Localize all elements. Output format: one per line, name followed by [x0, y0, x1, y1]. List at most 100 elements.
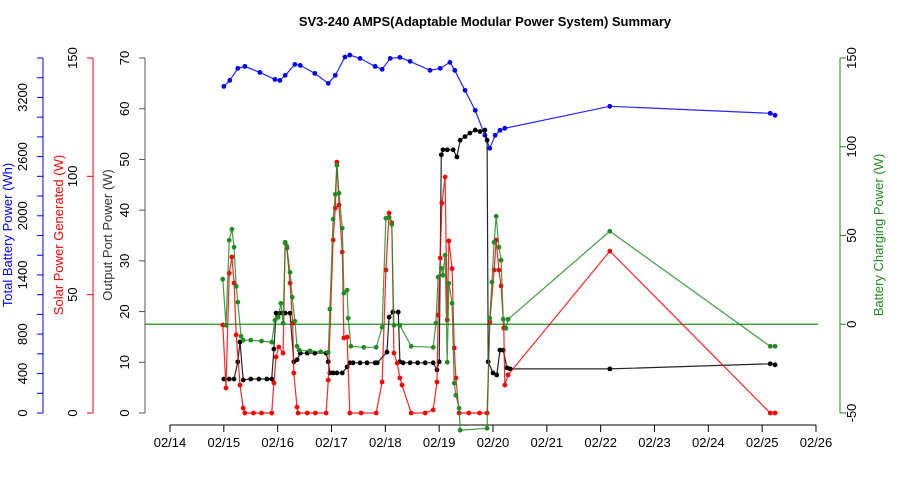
charging-tick-label: 50	[844, 228, 859, 242]
x-tick-label: 02/17	[315, 435, 348, 450]
solar-power-generated-point	[498, 283, 504, 289]
battery-charging-power-point	[341, 290, 347, 296]
battery-charging-power-point	[240, 337, 246, 343]
battery-charging-power-point	[325, 349, 331, 355]
solar-power-generated-point	[237, 382, 243, 388]
total-battery-power-point	[497, 127, 503, 133]
battery-charging-power-point	[408, 343, 414, 349]
solar-power-generated-point	[767, 410, 773, 416]
output-port-power-point	[339, 370, 345, 376]
solar-tick-label: 150	[65, 47, 80, 69]
total-battery-power-point	[387, 55, 393, 61]
battery-charging-power-point	[259, 338, 264, 344]
output-port-power-point	[386, 314, 392, 320]
output-port-power-point	[395, 309, 401, 315]
output-axis-label: Output Port Power (W)	[100, 169, 115, 300]
total-battery-power-point	[332, 72, 338, 78]
total-battery-power-point	[437, 65, 443, 71]
output-tick-label: 70	[117, 51, 132, 65]
total-battery-power-point	[607, 103, 613, 109]
output-port-power-point	[269, 376, 275, 382]
output-port-power-point	[440, 147, 446, 153]
solar-power-generated-point	[291, 370, 297, 376]
solar-power-generated-point	[229, 254, 235, 260]
battery-charging-power-point	[438, 265, 444, 271]
solar-power-generated-point	[434, 379, 440, 385]
battery-charging-power-point	[292, 318, 298, 324]
x-tick-label: 02/14	[154, 435, 187, 450]
total-battery-power-point	[772, 112, 778, 118]
solar-power-generated-point	[451, 345, 457, 351]
x-tick-label: 02/24	[692, 435, 725, 450]
battery-charging-power-point	[231, 244, 237, 250]
solar-power-generated-point	[373, 410, 379, 416]
battery-charging-power-point	[287, 269, 293, 275]
x-tick-label: 02/26	[800, 435, 833, 450]
battery-charging-power-point	[220, 276, 226, 282]
battery-charging-power-point	[296, 347, 302, 353]
x-tick-label: 02/15	[208, 435, 241, 450]
output-port-power-point	[415, 360, 421, 366]
solar-power-generated-point	[295, 410, 301, 416]
battery-charging-power-point	[235, 299, 241, 305]
battery-charging-power-point	[272, 317, 278, 323]
x-tick-label: 02/20	[477, 435, 510, 450]
solar-power-generated-point	[502, 382, 508, 388]
total-battery-power-point	[342, 54, 348, 60]
solar-power-generated-point	[304, 410, 310, 416]
output-port-power-point	[494, 372, 500, 378]
battery-charging-power-point	[487, 315, 493, 321]
charging-tick-label: 0	[844, 321, 859, 328]
output-port-power-point	[407, 360, 413, 366]
solar-power-generated-point	[223, 385, 229, 391]
battery-charging-power-series	[220, 162, 778, 433]
output-port-power-point	[374, 360, 380, 366]
battery-charging-power-point	[373, 344, 379, 350]
output-port-power-point	[256, 376, 262, 382]
output-tick-label: 50	[117, 152, 132, 166]
output-port-power-point	[607, 366, 613, 372]
battery-charging-power-point	[484, 425, 490, 431]
solar-power-generated-point	[358, 410, 364, 416]
solar-power-generated-point	[422, 410, 428, 416]
output-port-power-point	[273, 310, 279, 316]
output-port-power-point	[287, 310, 293, 316]
output-port-power-point	[264, 376, 270, 382]
solar-power-generated-point	[408, 410, 414, 416]
x-tick-label: 02/22	[584, 435, 617, 450]
battery-charging-power-point	[289, 294, 295, 300]
battery-tick-label: 800	[15, 323, 30, 345]
total-battery-power-point	[221, 84, 227, 89]
output-port-power-point	[430, 360, 436, 366]
solar-power-generated-point	[466, 410, 472, 416]
solar-power-generated-point	[391, 350, 397, 356]
battery-charging-power-point	[389, 221, 395, 227]
solar-power-generated-point	[344, 334, 350, 340]
solar-power-generated-point	[397, 375, 403, 381]
battery-charging-power-point	[767, 343, 773, 349]
output-port-power-point	[450, 147, 456, 153]
total-battery-power-point	[257, 69, 263, 75]
output-port-power-point	[444, 147, 450, 153]
solar-power-generated-point	[240, 405, 246, 411]
charging-tick-label: -50	[844, 404, 859, 423]
battery-charging-power-point	[505, 316, 511, 322]
solar-power-generated-point	[442, 174, 448, 180]
chart-title: SV3-240 AMPS(Adaptable Modular Power Sys…	[299, 14, 672, 29]
solar-power-generated-point	[233, 332, 239, 338]
charging-tick-label: 100	[844, 136, 859, 158]
battery-axis-label: Total Battery Power (Wh)	[0, 163, 15, 308]
solar-power-generated-point	[276, 344, 282, 350]
solar-power-generated-point	[386, 210, 392, 216]
solar-power-generated-point	[477, 410, 482, 416]
solar-power-generated-point	[439, 200, 445, 206]
battery-charging-power-point	[456, 405, 462, 411]
battery-charging-power-point	[284, 243, 290, 249]
battery-charging-power-point	[444, 359, 450, 365]
battery-charging-power-point	[327, 306, 333, 312]
solar-power-generated-point	[347, 410, 353, 416]
output-port-power-point	[438, 152, 444, 158]
battery-charging-power-point	[772, 343, 778, 349]
total-battery-power-point	[462, 87, 468, 93]
solar-power-generated-point	[271, 380, 277, 386]
